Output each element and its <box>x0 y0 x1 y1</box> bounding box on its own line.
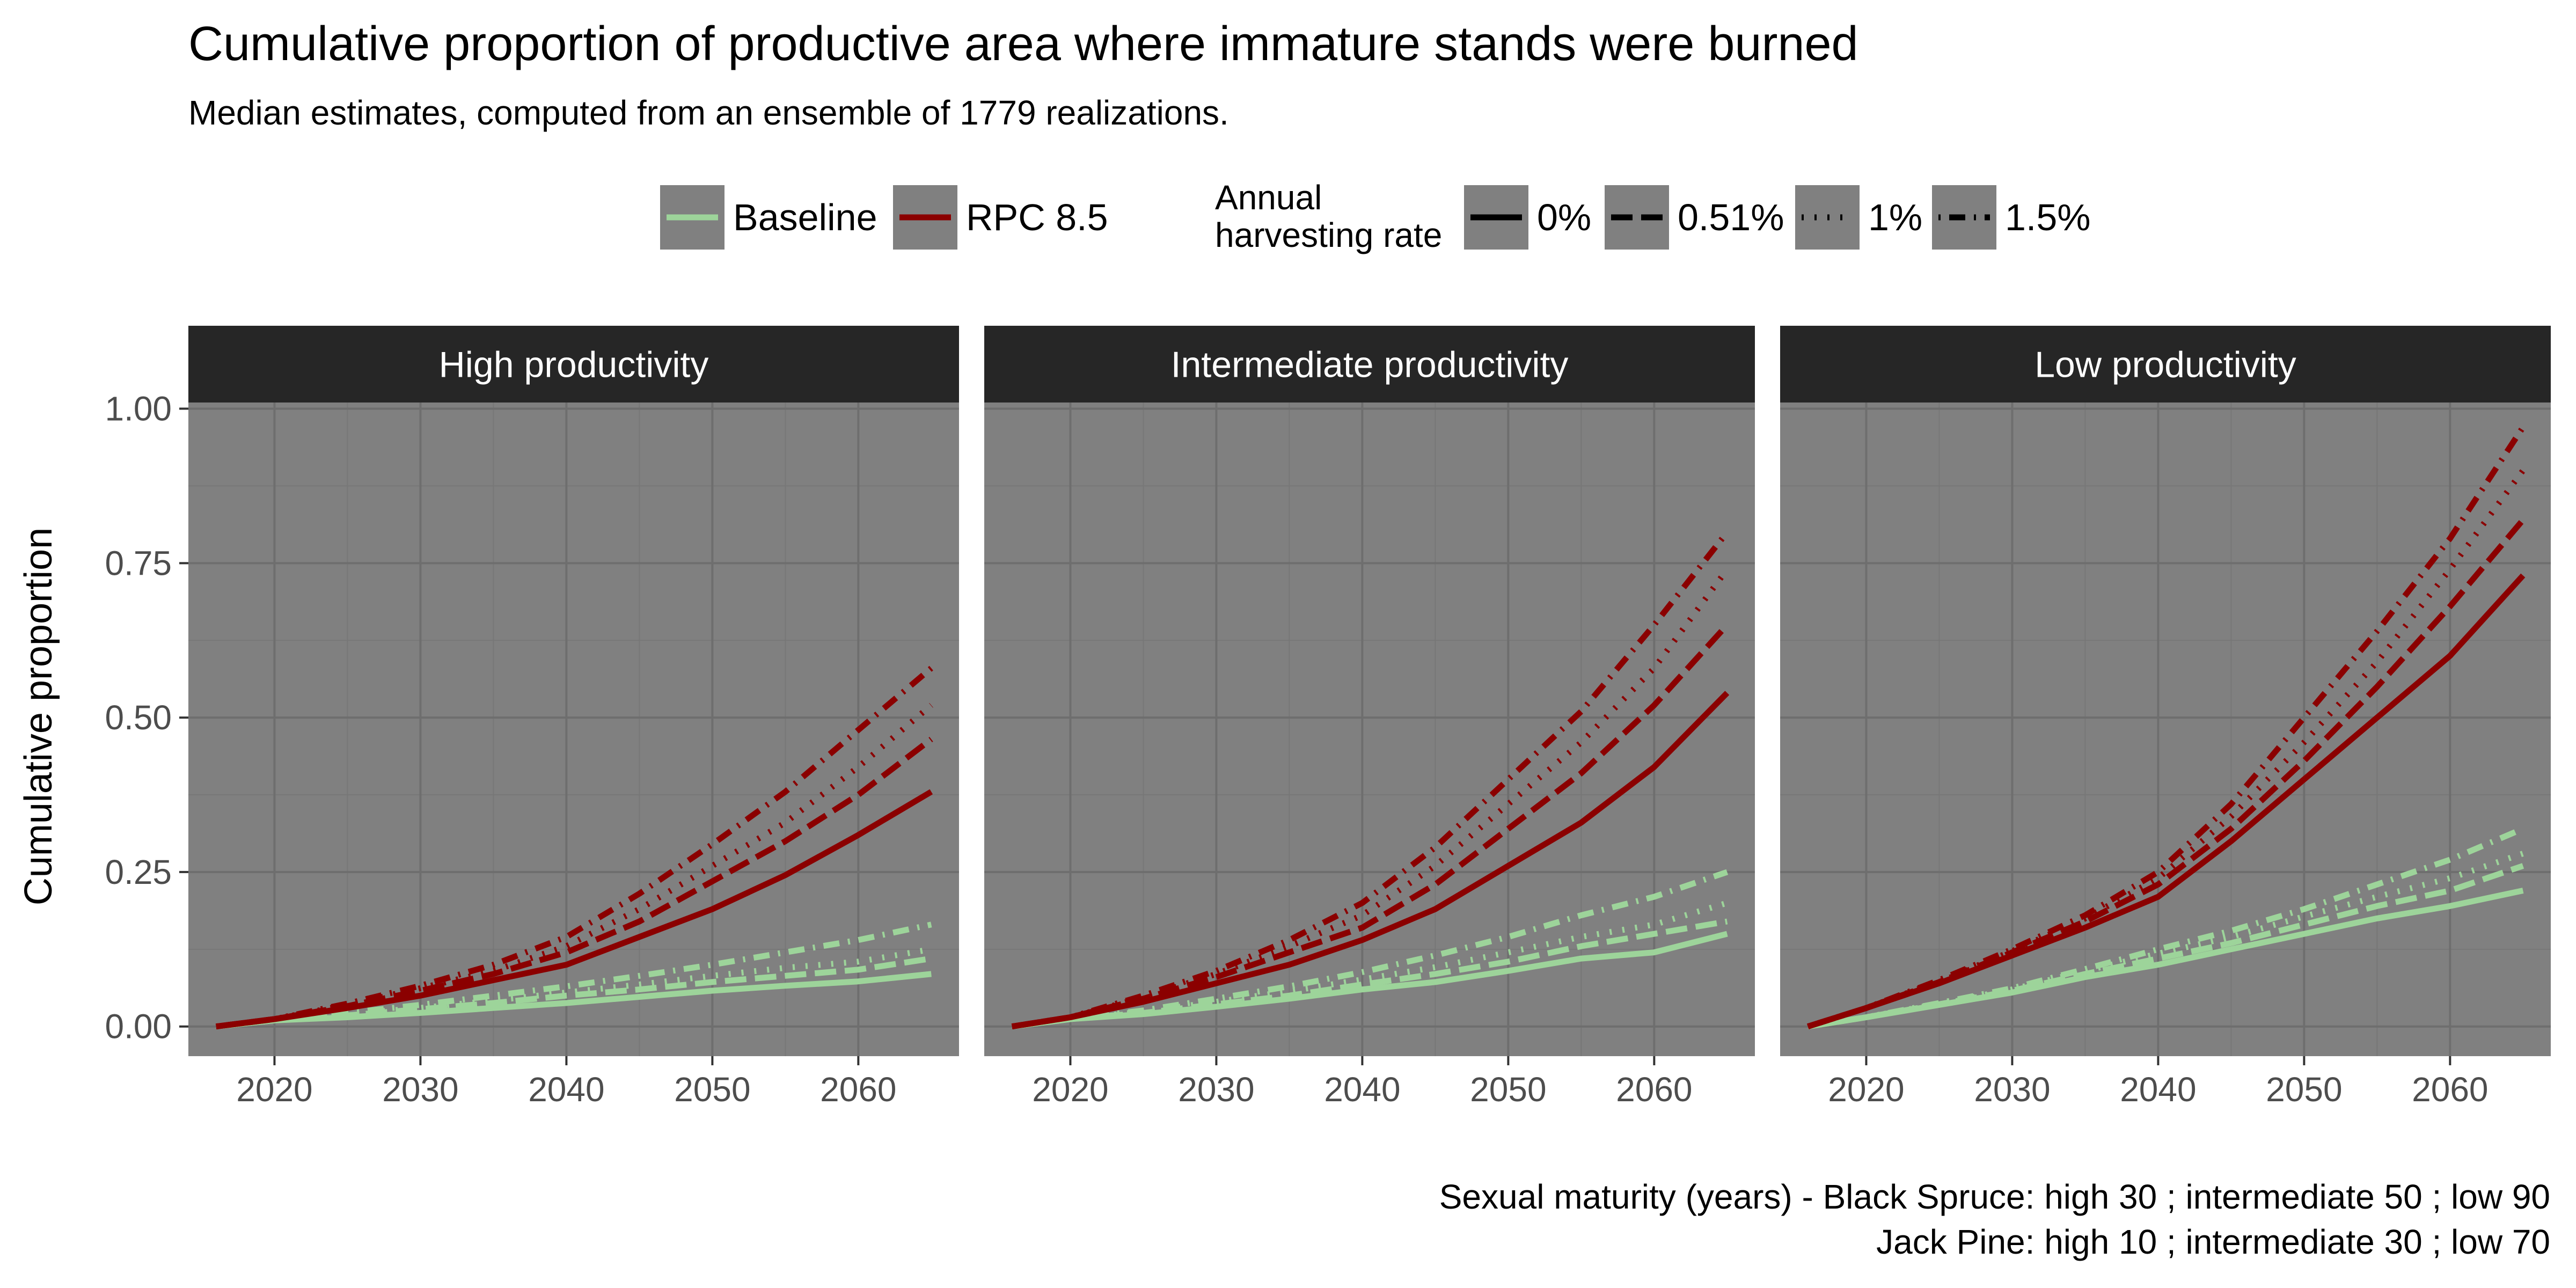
x-tick-label: 2020 <box>1828 1070 1904 1109</box>
y-tick-label: 0.00 <box>105 1007 172 1046</box>
series-line-rpc-8-5-harvest-0-51pct <box>1011 623 1730 1030</box>
series-line-rpc-8-5-harvest-1-5pct <box>216 665 933 1030</box>
series-line-baseline-harvest-0-51pct <box>1807 863 2524 1030</box>
panel-low-productivity: Low productivity 2020 2030 2040 2050 2060 <box>1780 326 2551 1109</box>
x-tick-label: 2050 <box>2266 1070 2342 1109</box>
x-tick-label: 2050 <box>674 1070 750 1109</box>
facet-strip-label: Low productivity <box>2035 345 2296 385</box>
facet-strip-label: High productivity <box>439 345 709 385</box>
facet-strip-label: Intermediate productivity <box>1171 345 1569 385</box>
facet-strip <box>984 326 1755 402</box>
series-line-baseline-harvest-1-5pct <box>1012 869 1729 1030</box>
plot-background <box>984 402 1755 1056</box>
legend-label: 0% <box>1537 196 1591 238</box>
x-tick-label: 2060 <box>820 1070 896 1109</box>
panel-intermediate-productivity: Intermediate productivity 2020 2030 2040 205… <box>984 326 1755 1109</box>
legend-title-line-1: Annual <box>1215 178 1322 217</box>
caption-line-1: Sexual maturity (years) - Black Spruce: … <box>1439 1177 2550 1216</box>
plot-background <box>188 402 959 1056</box>
x-tick-label: 2060 <box>1616 1070 1692 1109</box>
series-line-rpc-8-5-harvest-0pct <box>1807 573 2526 1029</box>
series-line-rpc-8-5-harvest-1pct <box>1011 567 1730 1030</box>
legend-label: Baseline <box>733 196 877 238</box>
x-tick-label: 2030 <box>1178 1070 1254 1109</box>
chart-panels: 0.00 0.25 0.50 0.75 1.00 High productivity 202… <box>105 326 2551 1109</box>
x-tick-label: 2030 <box>382 1070 458 1109</box>
series-line-rpc-8-5-harvest-0-51pct <box>1807 518 2526 1029</box>
x-tick-label: 2050 <box>1470 1070 1546 1109</box>
legend-label: 1.5% <box>2005 196 2091 238</box>
x-tick-label: 2040 <box>528 1070 604 1109</box>
x-tick-label: 2040 <box>1324 1070 1400 1109</box>
y-tick-label: 0.25 <box>105 853 172 891</box>
chart-subtitle: Median estimates, computed from an ensem… <box>188 93 1229 132</box>
y-tick-label: 1.00 <box>105 390 172 428</box>
legend-label: 0.51% <box>1678 196 1784 238</box>
y-tick-label: 0.50 <box>105 698 172 737</box>
facet-strip <box>1780 326 2551 402</box>
legend-label: RPC 8.5 <box>966 196 1108 238</box>
y-axis-title: Cumulative proportion <box>17 528 60 905</box>
x-tick-label: 2060 <box>2412 1070 2488 1109</box>
legend-title-line-2: harvesting rate <box>1215 216 1442 254</box>
x-tick-label: 2020 <box>1032 1070 1108 1109</box>
y-tick-label: 0.75 <box>105 544 172 582</box>
x-tick-label: 2020 <box>236 1070 312 1109</box>
x-tick-label: 2040 <box>2120 1070 2196 1109</box>
series-line-rpc-8-5-harvest-1-5pct <box>1011 530 1730 1030</box>
series-line-baseline-harvest-1-5pct <box>216 921 932 1030</box>
facet-strip <box>188 326 959 402</box>
x-tick-label: 2030 <box>1974 1070 2050 1109</box>
chart-title: Cumulative proportion of productive area… <box>188 17 1858 71</box>
chart-caption: Sexual maturity (years) - Black Spruce: … <box>1439 1174 2550 1264</box>
caption-line-2: Jack Pine: high 10 ; intermediate 30 ; l… <box>1876 1223 2550 1261</box>
series-line-baseline-harvest-1-5pct <box>1807 826 2524 1030</box>
panel-high-productivity: High productivity 2020 2030 2040 2050 2060 <box>188 326 959 1109</box>
legend-label: 1% <box>1868 196 1922 238</box>
